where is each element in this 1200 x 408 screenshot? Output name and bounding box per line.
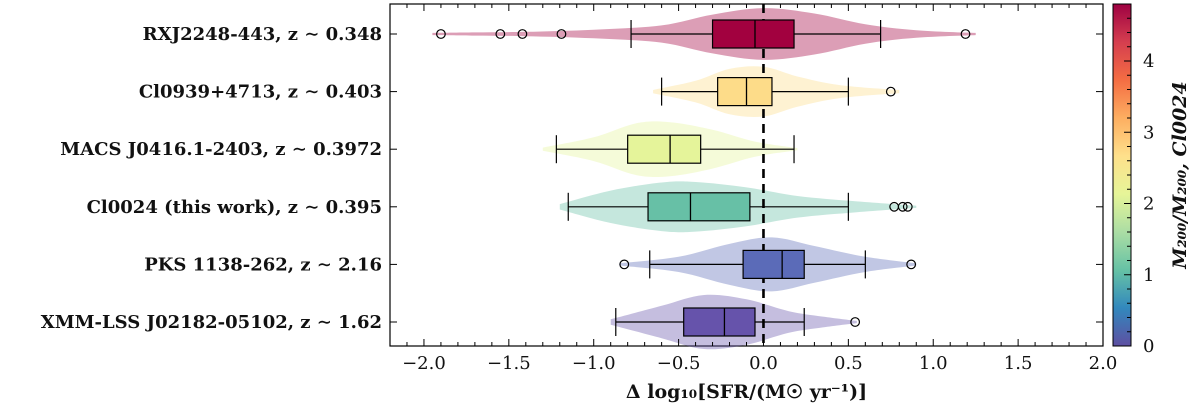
box (717, 76, 773, 107)
colorbar-title: M₂₀₀/M₂₀₀, Cl0024 (1169, 81, 1191, 269)
outlier-point (556, 29, 567, 39)
category-label: RXJ2248-443, z ∼ 0.348 (143, 24, 382, 45)
outlier-point (850, 317, 861, 327)
x-tick-label: −0.5 (657, 353, 701, 374)
box (647, 192, 751, 222)
outlier-point (897, 201, 908, 212)
colorbar-tick-label: 3 (1143, 122, 1154, 143)
plot-area: RXJ2248-443, z ∼ 0.348 Cl0939+4713, z ∼ 0… (41, 3, 1118, 403)
colorbar-tick-label: 0 (1143, 336, 1154, 357)
category-label: Cl0939+4713, z ∼ 0.403 (139, 82, 382, 103)
x-tick-label: −1.5 (487, 353, 531, 374)
box (627, 134, 702, 164)
outlier-point (436, 29, 446, 39)
outlier-point (885, 86, 896, 97)
x-tick-label: 0.0 (749, 353, 778, 374)
outlier-point (960, 29, 971, 39)
box (742, 249, 805, 279)
colorbar-tick-label: 2 (1143, 194, 1154, 215)
category-label: Cl0024 (this work), z ∼ 0.395 (87, 197, 382, 218)
category-label: XMM-LSS J02182-05102, z ∼ 1.62 (41, 312, 382, 333)
box (683, 307, 756, 337)
box (711, 19, 795, 49)
colorbar-tick-label: 4 (1143, 51, 1154, 72)
x-tick-label: 0.5 (834, 353, 863, 374)
colorbar: 0 1 2 3 4 M₂₀₀/M₂₀₀, Cl0024 (1112, 3, 1191, 357)
outlier-point (517, 29, 528, 39)
outlier-point (902, 201, 913, 212)
x-tick-label: 2.0 (1089, 353, 1118, 374)
category-label: PKS 1138-262, z ∼ 2.16 (144, 254, 382, 275)
outlier-point (619, 259, 630, 270)
x-axis-title: Δ log₁₀[SFR/(M☉ yr⁻¹)] (626, 381, 867, 403)
colorbar-tick-label: 1 (1143, 265, 1154, 286)
outlier-point (495, 29, 506, 39)
x-tick-label: −2.0 (402, 353, 446, 374)
x-tick-label: −1.0 (572, 353, 616, 374)
outlier-point (906, 259, 917, 270)
x-tick-label: 1.5 (1004, 353, 1033, 374)
x-tick-label: 1.0 (919, 353, 948, 374)
category-label: MACS J0416.1-2403, z ∼ 0.3972 (60, 139, 382, 160)
